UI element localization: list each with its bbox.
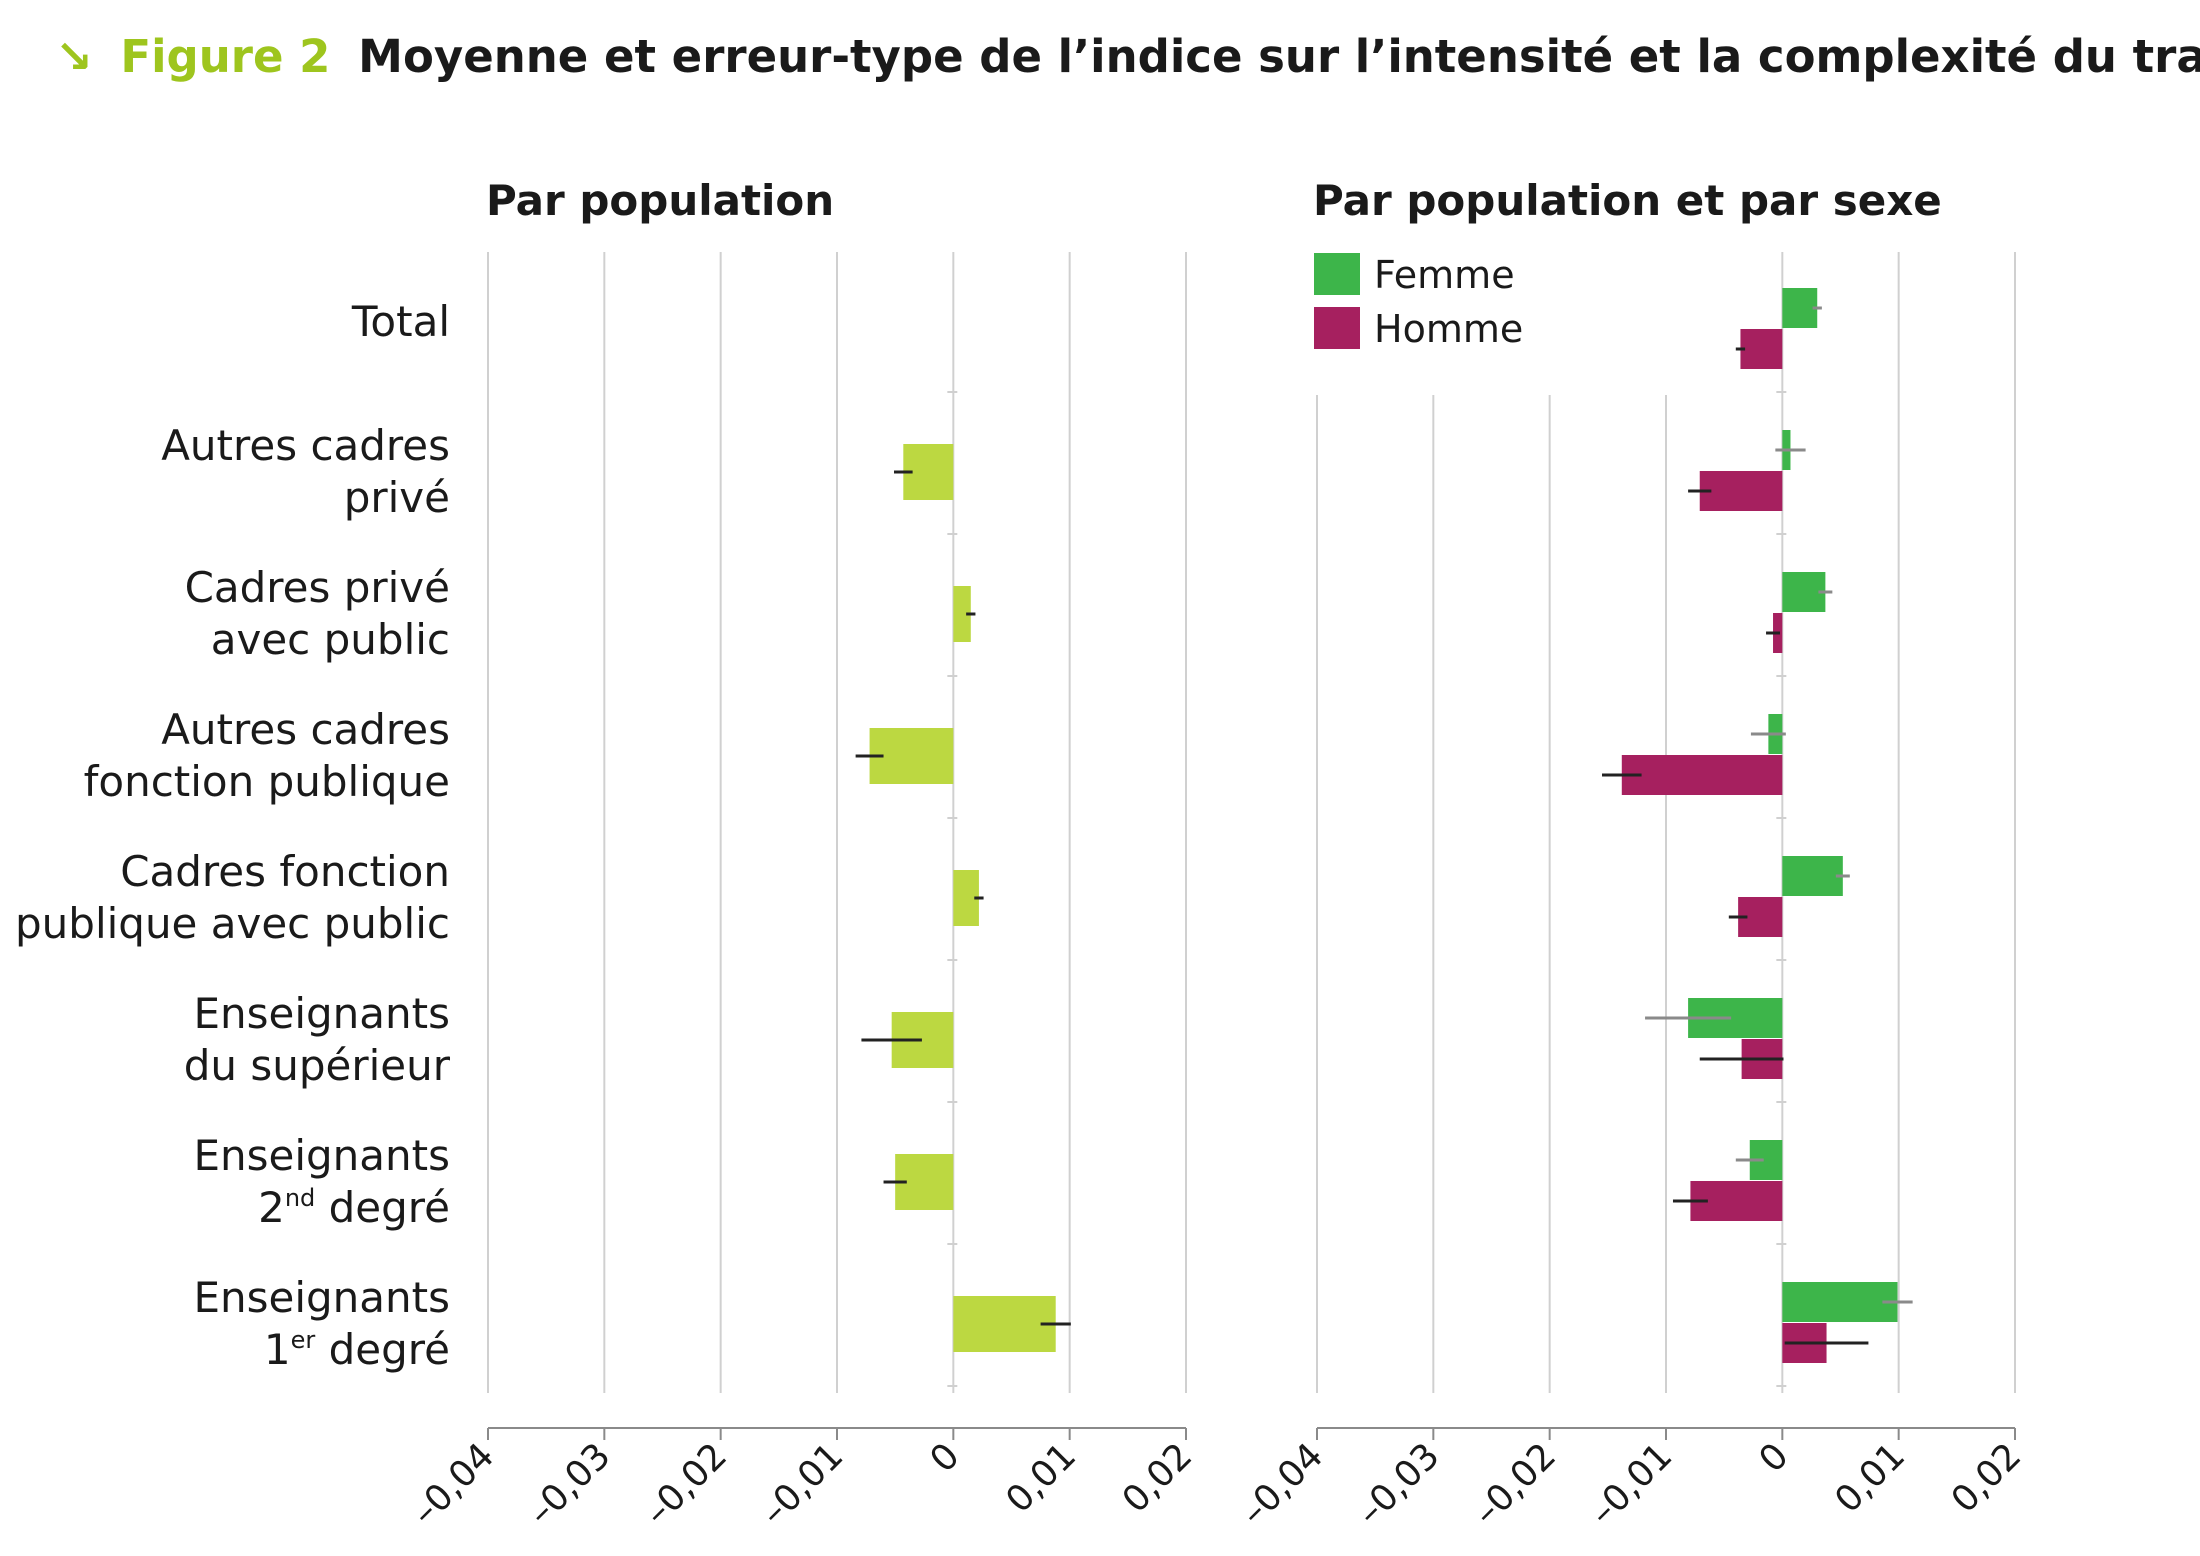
bar-homme bbox=[1621, 755, 1783, 795]
bar-homme bbox=[1699, 471, 1783, 511]
panel-title-par-population: Par population bbox=[486, 176, 834, 225]
category-label: Enseignants bbox=[193, 1131, 450, 1180]
x-axis-left: –0,04 –0,03 –0,02 –0,01 0 0,01 0,02 bbox=[404, 1427, 1201, 1534]
bar-homme bbox=[1740, 329, 1783, 369]
category-label: Autres cadres bbox=[161, 705, 450, 754]
bar-femme bbox=[1782, 1282, 1898, 1322]
legend-label-homme: Homme bbox=[1374, 307, 1523, 351]
category-label: Enseignants bbox=[193, 1273, 450, 1322]
figure-title-text: Moyenne et erreur-type de l’indice sur l… bbox=[358, 30, 2200, 83]
x-tick-label: –0,03 bbox=[1349, 1435, 1447, 1533]
figure-title: ↘ Figure 2 Moyenne et erreur-type de l’i… bbox=[55, 30, 2200, 83]
legend: Femme Homme bbox=[1314, 253, 1523, 351]
category-label: publique avec public bbox=[15, 899, 450, 948]
legend-swatch-homme bbox=[1314, 307, 1360, 349]
category-label: du supérieur bbox=[184, 1041, 451, 1090]
panel-title-par-sexe: Par population et par sexe bbox=[1313, 176, 1942, 225]
category-label: Autres cadres bbox=[161, 421, 450, 470]
x-tick-label: 0,02 bbox=[1115, 1435, 1201, 1521]
bars-right bbox=[1602, 288, 1913, 1363]
category-label: Total bbox=[351, 297, 450, 346]
category-label: privé bbox=[344, 473, 450, 522]
x-tick-label: –0,01 bbox=[753, 1435, 851, 1533]
x-tick-label: –0,01 bbox=[1582, 1435, 1680, 1533]
arrow-down-right-icon: ↘ bbox=[55, 30, 93, 83]
x-axis-right: –0,04 –0,03 –0,02 –0,01 0 0,01 0,02 bbox=[1233, 1427, 2030, 1534]
bars-left bbox=[855, 444, 1071, 1352]
category-label: fonction publique bbox=[84, 757, 450, 806]
category-label: 1er degré bbox=[264, 1325, 450, 1374]
category-label: avec public bbox=[211, 615, 450, 664]
x-tick-label: 0,01 bbox=[998, 1435, 1084, 1521]
x-tick-label: –0,04 bbox=[404, 1435, 502, 1533]
x-tick-label: –0,03 bbox=[520, 1435, 618, 1533]
category-label: Enseignants bbox=[193, 989, 450, 1038]
category-label: Cadres privé bbox=[185, 563, 450, 612]
bar-ensemble bbox=[953, 1296, 1056, 1352]
x-tick-label: –0,02 bbox=[637, 1435, 735, 1533]
x-tick-label: –0,02 bbox=[1466, 1435, 1564, 1533]
bar-femme bbox=[1782, 856, 1843, 896]
x-tick-label: –0,04 bbox=[1233, 1435, 1331, 1533]
grid-left bbox=[487, 252, 1187, 1393]
legend-label-femme: Femme bbox=[1374, 253, 1515, 297]
panel-par-sexe: Par population et par sexe –0,04 –0,03 –0,… bbox=[1233, 176, 2029, 1534]
bar-ensemble bbox=[953, 586, 971, 642]
x-tick-label: 0 bbox=[923, 1435, 968, 1480]
figure-label: Figure 2 bbox=[120, 30, 331, 83]
grid-right bbox=[1316, 252, 2016, 1393]
x-tick-label: 0,02 bbox=[1944, 1435, 2030, 1521]
category-label: 2nd degré bbox=[258, 1183, 450, 1232]
category-label: Cadres fonction bbox=[120, 847, 450, 896]
bar-femme bbox=[1782, 572, 1826, 612]
x-tick-label: 0 bbox=[1752, 1435, 1797, 1480]
x-tick-label: 0,01 bbox=[1827, 1435, 1913, 1521]
legend-swatch-femme bbox=[1314, 253, 1360, 295]
bar-femme bbox=[1782, 288, 1818, 328]
